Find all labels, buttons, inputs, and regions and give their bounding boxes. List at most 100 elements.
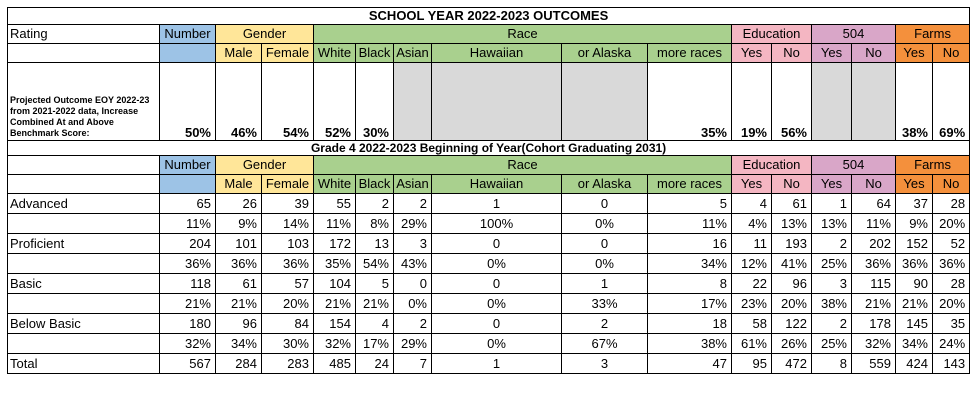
table-cell: 39 [261,193,314,214]
asian-header: Asian [393,174,432,194]
table-cell: 21% [895,293,933,314]
table-row: Basic 118 61 57 104 5 0 0 1 8 22 96 3 115 90 28 [7,273,971,294]
number-header: Number [159,155,216,175]
table-cell: 5 [355,273,394,294]
rating-header: Rating [7,24,160,44]
projection-label: Projected Outcome EOY 2022-23 from 2021-… [7,62,160,141]
row-label: Below Basic [7,313,160,334]
table-cell: 35 [931,313,971,334]
table-cell: 0% [393,293,432,314]
table-cell: 104 [313,273,356,294]
table-cell: 35% [313,253,356,274]
alaska-header: or Alaska [561,43,648,63]
table-cell: 0% [561,253,648,274]
504-no-header: No [851,43,896,63]
table-cell: 55 [313,193,356,214]
table-cell: 8% [355,213,394,234]
table-cell: 0 [431,313,562,334]
table-cell: 11% [159,213,216,234]
female-header: Female [261,43,314,63]
page-title: SCHOOL YEAR 2022-2023 OUTCOMES [6,7,971,25]
table-row: 36% 36% 36% 35% 54% 43% 0% 0% 34% 12% 41% 25% 36% 36%… [7,253,971,274]
table-cell: 1 [431,193,562,214]
table-cell: 8 [647,273,732,294]
alaska-header: or Alaska [561,174,648,194]
asian-header: Asian [393,43,432,63]
table-cell: 143 [931,353,971,374]
table-cell: 36% [215,253,262,274]
farms-header: Farms [894,24,971,44]
projection-cell-blank [811,62,852,141]
table-cell: 21% [159,293,216,314]
table-cell: 21% [215,293,262,314]
table-cell: 424 [895,353,933,374]
table-cell: 559 [851,353,896,374]
table-cell: 9% [895,213,933,234]
table-cell: 172 [313,233,356,254]
table-cell: 145 [895,313,933,334]
table-cell: 38% [811,293,852,314]
table-row: Total 567 284 283 485 24 7 1 3 47 95 472 8 559 424 143 [7,353,971,374]
farms-no-header: No [931,174,971,194]
table-cell: 25% [811,253,852,274]
projection-cell-blank [431,62,562,141]
education-yes-header: Yes [731,174,772,194]
table-cell: 18 [647,313,732,334]
projection-cell: 46% [215,62,262,141]
row-label [7,253,160,274]
more-races-header: more races [647,174,732,194]
table-cell: 84 [261,313,314,334]
education-header: Education [731,24,812,44]
section-subtitle: Grade 4 2022-2023 Beginning of Year(Coho… [6,140,971,156]
table-cell: 0 [561,193,648,214]
table-row: Proficient 204 101 103 172 13 3 0 0 16 11 193 2 202 15… [7,233,971,254]
table-cell: 26% [771,333,812,354]
table-cell: 61% [731,333,772,354]
table-cell: 1 [561,273,648,294]
table-cell: 29% [393,213,432,234]
male-header: Male [215,174,262,194]
table-cell: 567 [159,353,216,374]
table-cell: 4 [355,313,394,334]
table-cell: 43% [393,253,432,274]
race-header: Race [313,24,732,44]
table-cell: 52 [931,233,971,254]
header-row-top: Rating Number Gender Race Education 504 … [7,24,971,44]
table-cell: 284 [215,353,262,374]
table-cell: 36% [851,253,896,274]
table-cell: 178 [851,313,896,334]
table-cell: 25% [811,333,852,354]
table-cell: 29% [393,333,432,354]
table-cell: 64 [851,193,896,214]
table-cell: 2 [355,193,394,214]
row-label [7,333,160,354]
projection-cell: 19% [731,62,772,141]
table-cell: 11 [731,233,772,254]
table-cell: 95 [731,353,772,374]
table-cell: 7 [393,353,432,374]
education-yes-header: Yes [731,43,772,63]
table-cell: 20% [261,293,314,314]
table-cell: 36% [159,253,216,274]
farms-yes-header: Yes [895,43,933,63]
table-cell: 154 [313,313,356,334]
table-cell: 38% [647,333,732,354]
504-yes-header: Yes [811,174,852,194]
table-cell: 0% [561,213,648,234]
table-cell: 485 [313,353,356,374]
black-header: Black [355,174,394,194]
table-cell: 32% [851,333,896,354]
table-cell: 11% [313,213,356,234]
hawaiian-header: Hawaiian [431,174,562,194]
504-header: 504 [811,155,896,175]
gender-header: Gender [215,24,314,44]
farms-no-header: No [931,43,971,63]
row-label: Advanced [7,193,160,214]
table-cell: 26 [215,193,262,214]
table-cell: 193 [771,233,812,254]
white-header: White [313,174,356,194]
projection-cell: 30% [355,62,394,141]
table-cell: 0 [561,233,648,254]
table-cell: 58 [731,313,772,334]
projection-cell: 56% [771,62,812,141]
